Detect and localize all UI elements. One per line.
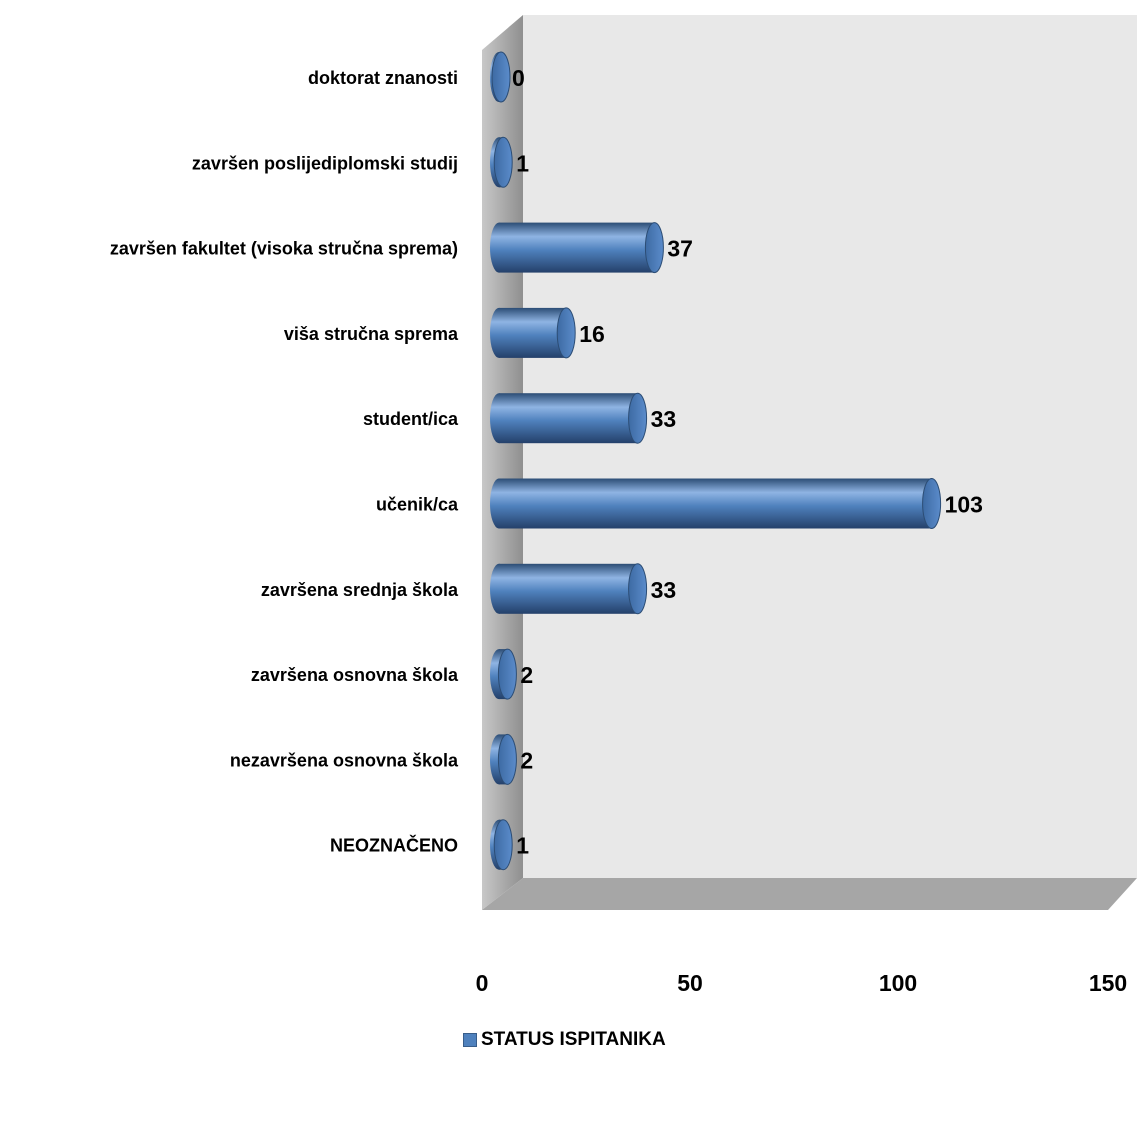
value-label: 37 (667, 236, 693, 262)
value-label: 16 (579, 321, 605, 347)
bar (490, 51, 511, 103)
bar (490, 222, 664, 274)
bar (490, 307, 576, 359)
bar-body (499, 478, 932, 529)
bar-end-cap (628, 392, 648, 444)
bar (490, 392, 648, 444)
x-tick-label: 0 (476, 970, 489, 996)
back-wall (523, 15, 1137, 878)
category-label: NEOZNAČENO (330, 835, 458, 856)
category-label: viša stručna sprema (284, 324, 459, 344)
x-tick-label: 150 (1089, 970, 1127, 996)
x-axis-ticks: 0 50 100 150 (476, 970, 1128, 996)
bar-end-cap (497, 648, 517, 700)
plot-area (482, 15, 1137, 910)
legend-label: STATUS ISPITANIKA (481, 1029, 666, 1050)
bar-body (499, 307, 567, 358)
floor (482, 878, 1137, 910)
value-label: 103 (945, 492, 983, 518)
bar (490, 136, 513, 188)
value-label: 0 (512, 65, 525, 91)
value-label: 33 (651, 577, 677, 603)
bar-end-cap (644, 222, 664, 274)
bar-base-cap (490, 478, 508, 529)
value-labels: 0 1 37 16 33 103 33 2 2 1 (512, 65, 983, 859)
category-label: nezavršena osnovna škola (230, 750, 459, 770)
bar (490, 819, 513, 871)
category-labels: doktorat znanosti završen poslijediplomsk… (110, 68, 459, 856)
bar-end-cap (556, 307, 576, 359)
bar (490, 563, 648, 615)
bar-base-cap (490, 563, 508, 614)
bar-body (499, 563, 638, 614)
bars-group (490, 51, 942, 871)
value-label: 2 (520, 662, 533, 688)
x-tick-label: 100 (879, 970, 917, 996)
bar-base-cap (490, 393, 508, 444)
legend-swatch (463, 1033, 477, 1047)
category-label: završena osnovna škola (251, 665, 459, 685)
category-label: doktorat znanosti (308, 68, 458, 88)
value-label: 33 (651, 406, 677, 432)
x-tick-label: 50 (677, 970, 703, 996)
value-label: 1 (516, 150, 529, 176)
legend: STATUS ISPITANIKA (463, 1029, 666, 1051)
category-label: završena srednja škola (261, 580, 459, 600)
bar-end-cap (497, 733, 517, 785)
value-label: 1 (516, 833, 529, 859)
bar-end-cap (493, 819, 513, 871)
category-label: završen poslijediplomski studij (192, 153, 458, 173)
bar-end-cap (922, 478, 942, 529)
bar-end-cap (493, 136, 513, 188)
category-label: učenik/ca (376, 495, 459, 515)
bar-body (499, 393, 638, 444)
bar-end-cap (491, 51, 511, 103)
bar (490, 733, 517, 785)
bar (490, 648, 517, 700)
category-label: završen fakultet (visoka stručna sprema) (110, 239, 458, 259)
value-label: 2 (520, 747, 533, 773)
category-label: student/ica (363, 409, 459, 429)
bar (490, 478, 942, 529)
bar-end-cap (628, 563, 648, 615)
bar-base-cap (490, 222, 508, 273)
bar-base-cap (490, 307, 508, 358)
bar-body (499, 222, 655, 273)
